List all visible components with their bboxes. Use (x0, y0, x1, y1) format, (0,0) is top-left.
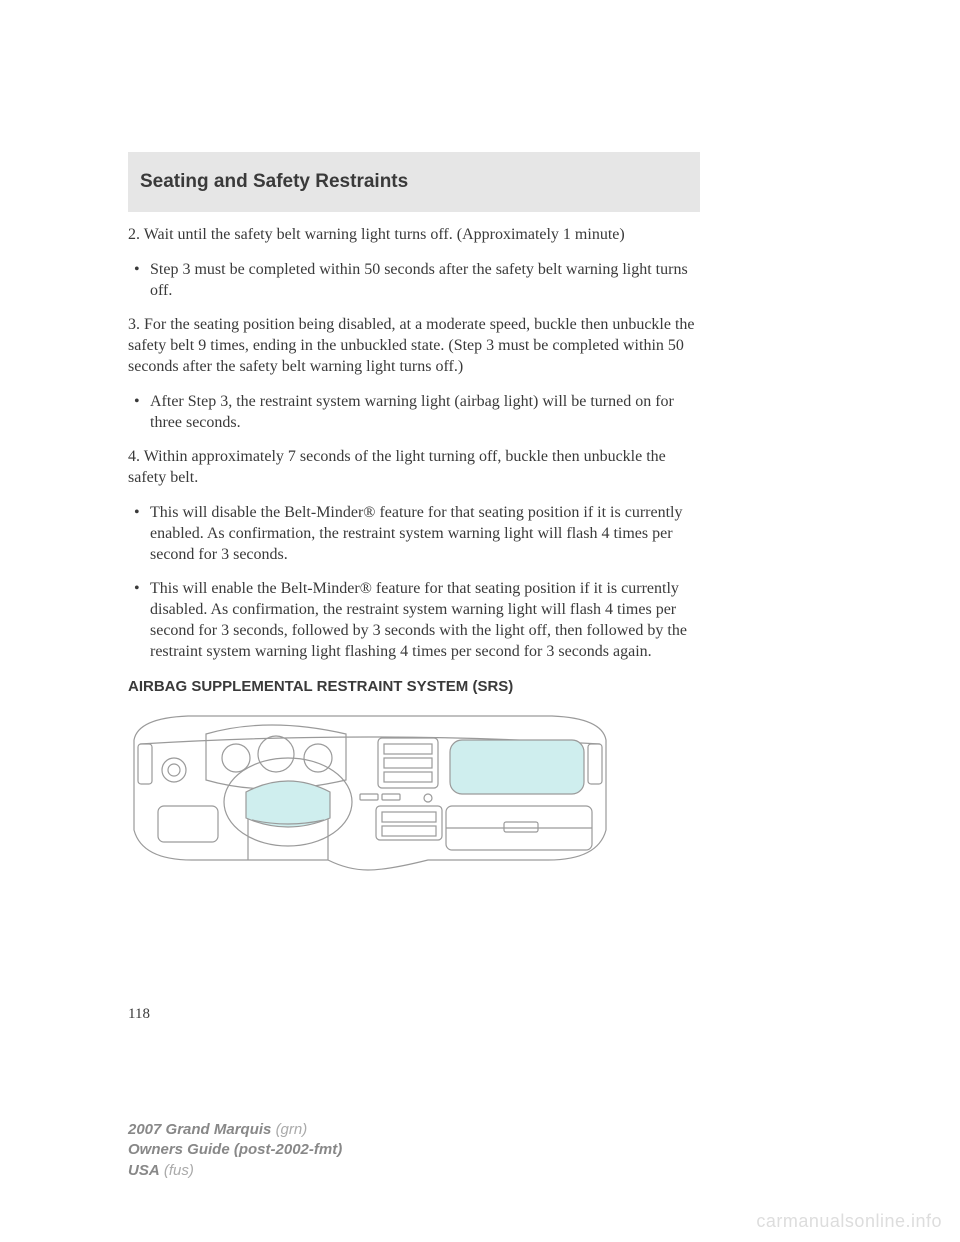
bullet-step3-note: Step 3 must be completed within 50 secon… (128, 260, 700, 302)
bullet-after-step3: After Step 3, the restraint system warni… (128, 392, 700, 434)
bullet-enable-beltminder: This will enable the Belt-Minder® featur… (128, 579, 700, 662)
page-number: 118 (128, 1006, 150, 1023)
page: Seating and Safety Restraints 2. Wait un… (0, 0, 960, 1242)
section-header-title: Seating and Safety Restraints (140, 171, 408, 193)
step-4-paragraph: 4. Within approximately 7 seconds of the… (128, 447, 700, 489)
step-3-paragraph: 3. For the seating position being disabl… (128, 315, 700, 377)
section-header-band: Seating and Safety Restraints (128, 152, 700, 212)
footer-model-code: (grn) (276, 1121, 308, 1138)
watermark: carmanualsonline.info (756, 1211, 942, 1232)
footer-model: 2007 Grand Marquis (128, 1121, 271, 1138)
srs-heading: AIRBAG SUPPLEMENTAL RESTRAINT SYSTEM (SR… (128, 677, 700, 697)
footer-guide: Owners Guide (post-2002-fmt) (128, 1141, 342, 1158)
page-content: 2. Wait until the safety belt warning li… (128, 225, 700, 887)
dashboard-airbag-figure (128, 710, 612, 880)
footer-region-code: (fus) (164, 1162, 194, 1179)
footer-region: USA (128, 1162, 160, 1179)
bullet-disable-beltminder: This will disable the Belt-Minder® featu… (128, 503, 700, 565)
step-2-paragraph: 2. Wait until the safety belt warning li… (128, 225, 700, 246)
footer-block: 2007 Grand Marquis (grn) Owners Guide (p… (128, 1120, 342, 1181)
